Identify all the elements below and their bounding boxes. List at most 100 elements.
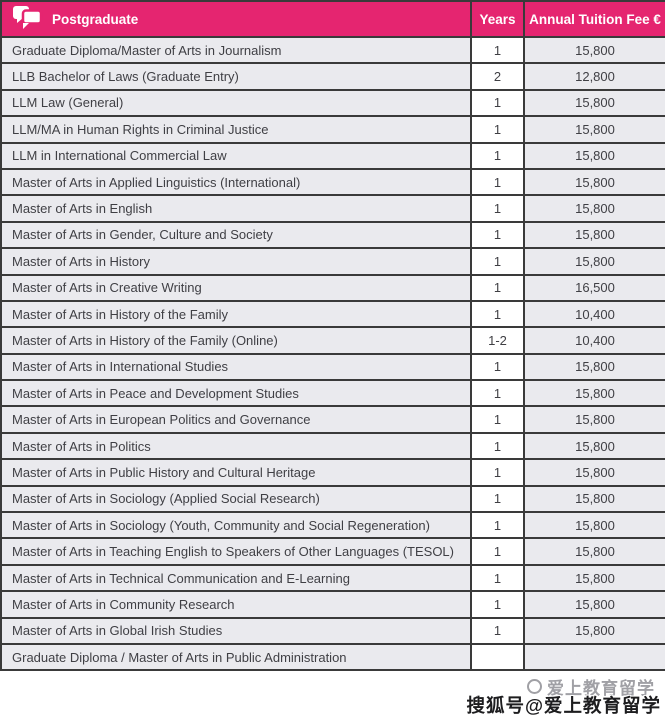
years-cell: 1 xyxy=(470,379,525,408)
program-cell: Master of Arts in Sociology (Youth, Comm… xyxy=(0,511,472,540)
years-cell: 1 xyxy=(470,35,525,65)
fee-cell: 15,800 xyxy=(523,352,665,382)
program-cell: Graduate Diploma / Master of Arts in Pub… xyxy=(0,642,472,672)
table-row: Master of Arts in Sociology (Applied Soc… xyxy=(0,484,665,514)
table-row: Master of Arts in Technical Communicatio… xyxy=(0,563,665,593)
fee-cell: 15,800 xyxy=(523,167,665,197)
program-cell: Master of Arts in Gender, Culture and So… xyxy=(0,220,472,250)
fee-cell: 15,800 xyxy=(523,563,665,593)
years-cell: 1 xyxy=(470,590,525,619)
fee-cell: 15,800 xyxy=(523,590,665,619)
years-cell: 1 xyxy=(470,616,525,645)
table-row: Master of Arts in History 1 15,800 xyxy=(0,247,665,276)
years-cell: 1 xyxy=(470,563,525,593)
program-cell: Master of Arts in Applied Linguistics (I… xyxy=(0,167,472,197)
table-row: Master of Arts in Community Research 1 15,… xyxy=(0,590,665,619)
years-cell: 1 xyxy=(470,273,525,302)
fee-cell: 15,800 xyxy=(523,115,665,144)
table-row: Master of Arts in Applied Linguistics (I… xyxy=(0,167,665,197)
program-cell: Master of Arts in Creative Writing xyxy=(0,273,472,302)
table-row: LLM in International Commercial Law 1 15,8… xyxy=(0,141,665,170)
years-cell: 1 xyxy=(470,141,525,170)
table-row: Master of Arts in Peace and Development … xyxy=(0,379,665,408)
fee-cell: 15,800 xyxy=(523,431,665,461)
years-cell: 1 xyxy=(470,352,525,382)
watermark-logo-icon xyxy=(527,679,542,694)
fee-cell: 15,800 xyxy=(523,458,665,487)
header-years: Years xyxy=(470,0,525,38)
fee-cell: 15,800 xyxy=(523,247,665,276)
fee-cell: 15,800 xyxy=(523,484,665,514)
chat-bubbles-icon xyxy=(12,5,43,33)
table-row: Master of Arts in History of the Family 1… xyxy=(0,299,665,329)
watermark-light-text: 爱上教育留学 xyxy=(547,679,655,698)
years-cell: 1-2 xyxy=(470,326,525,355)
table-row: LLM Law (General) 1 15,800 xyxy=(0,88,665,118)
fee-cell: 10,400 xyxy=(523,326,665,355)
years-cell: 1 xyxy=(470,167,525,197)
program-cell: Master of Arts in History xyxy=(0,247,472,276)
years-cell: 1 xyxy=(470,537,525,566)
header-fee: Annual Tuition Fee € xyxy=(523,0,665,38)
program-cell: Master of Arts in International Studies xyxy=(0,352,472,382)
table-header-row: Postgraduate Years Annual Tuition Fee € xyxy=(0,0,665,38)
fees-table-body: Graduate Diploma/Master of Arts in Journ… xyxy=(0,35,665,672)
table-row: LLB Bachelor of Laws (Graduate Entry) 2 12… xyxy=(0,62,665,91)
fee-cell: 15,800 xyxy=(523,405,665,434)
program-cell: LLM in International Commercial Law xyxy=(0,141,472,170)
watermark-dark-text: 搜狐号@爱上教育留学 xyxy=(466,695,661,716)
fee-cell: 15,800 xyxy=(523,220,665,250)
fee-cell: 15,800 xyxy=(523,194,665,223)
fee-cell: 15,800 xyxy=(523,616,665,645)
program-cell: LLM Law (General) xyxy=(0,88,472,118)
years-cell: 1 xyxy=(470,484,525,514)
table-row: Master of Arts in History of the Family … xyxy=(0,326,665,355)
table-row: Master of Arts in Creative Writing 1 16,50… xyxy=(0,273,665,302)
table-row: LLM/MA in Human Rights in Criminal Justi… xyxy=(0,115,665,144)
table-row: Graduate Diploma/Master of Arts in Journ… xyxy=(0,35,665,65)
table-row: Master of Arts in Politics 1 15,800 xyxy=(0,431,665,461)
years-cell: 1 xyxy=(470,405,525,434)
program-cell: LLM/MA in Human Rights in Criminal Justi… xyxy=(0,115,472,144)
program-cell: Master of Arts in English xyxy=(0,194,472,223)
table-row: Master of Arts in Gender, Culture and So… xyxy=(0,220,665,250)
table-row: Master of Arts in Global Irish Studies 1 1… xyxy=(0,616,665,645)
program-cell: Master of Arts in European Politics and … xyxy=(0,405,472,434)
table-row: Master of Arts in European Politics and … xyxy=(0,405,665,434)
years-cell: 1 xyxy=(470,220,525,250)
table-row: Master of Arts in International Studies 1… xyxy=(0,352,665,382)
program-cell: Master of Arts in Sociology (Applied Soc… xyxy=(0,484,472,514)
fee-cell: 15,800 xyxy=(523,88,665,118)
fee-cell xyxy=(523,642,665,672)
program-cell: Master of Arts in Teaching English to Sp… xyxy=(0,537,472,566)
years-cell: 1 xyxy=(470,299,525,329)
years-cell xyxy=(470,642,525,672)
table-row: Graduate Diploma / Master of Arts in Pub… xyxy=(0,642,665,672)
program-cell: Master of Arts in Politics xyxy=(0,431,472,461)
program-cell: Master of Arts in Public History and Cul… xyxy=(0,458,472,487)
program-cell: Master of Arts in History of the Family xyxy=(0,299,472,329)
table-row: Master of Arts in Sociology (Youth, Comm… xyxy=(0,511,665,540)
fee-cell: 12,800 xyxy=(523,62,665,91)
program-cell: Master of Arts in Community Research xyxy=(0,590,472,619)
years-cell: 1 xyxy=(470,194,525,223)
fee-cell: 15,800 xyxy=(523,35,665,65)
fee-cell: 15,800 xyxy=(523,141,665,170)
header-program: Postgraduate xyxy=(0,0,472,38)
program-cell: Master of Arts in History of the Family … xyxy=(0,326,472,355)
years-cell: 1 xyxy=(470,431,525,461)
tuition-fees-table: Postgraduate Years Annual Tuition Fee € … xyxy=(0,0,665,672)
table-row: Master of Arts in English 1 15,800 xyxy=(0,194,665,223)
years-cell: 1 xyxy=(470,88,525,118)
program-cell: Master of Arts in Global Irish Studies xyxy=(0,616,472,645)
program-cell: Graduate Diploma/Master of Arts in Journ… xyxy=(0,35,472,65)
fee-cell: 10,400 xyxy=(523,299,665,329)
years-cell: 1 xyxy=(470,247,525,276)
program-cell: Master of Arts in Peace and Development … xyxy=(0,379,472,408)
watermark-light: 爱上教育留学 xyxy=(527,674,655,699)
table-row: Master of Arts in Teaching English to Sp… xyxy=(0,537,665,566)
fee-cell: 15,800 xyxy=(523,537,665,566)
years-cell: 2 xyxy=(470,62,525,91)
table-row: Master of Arts in Public History and Cul… xyxy=(0,458,665,487)
